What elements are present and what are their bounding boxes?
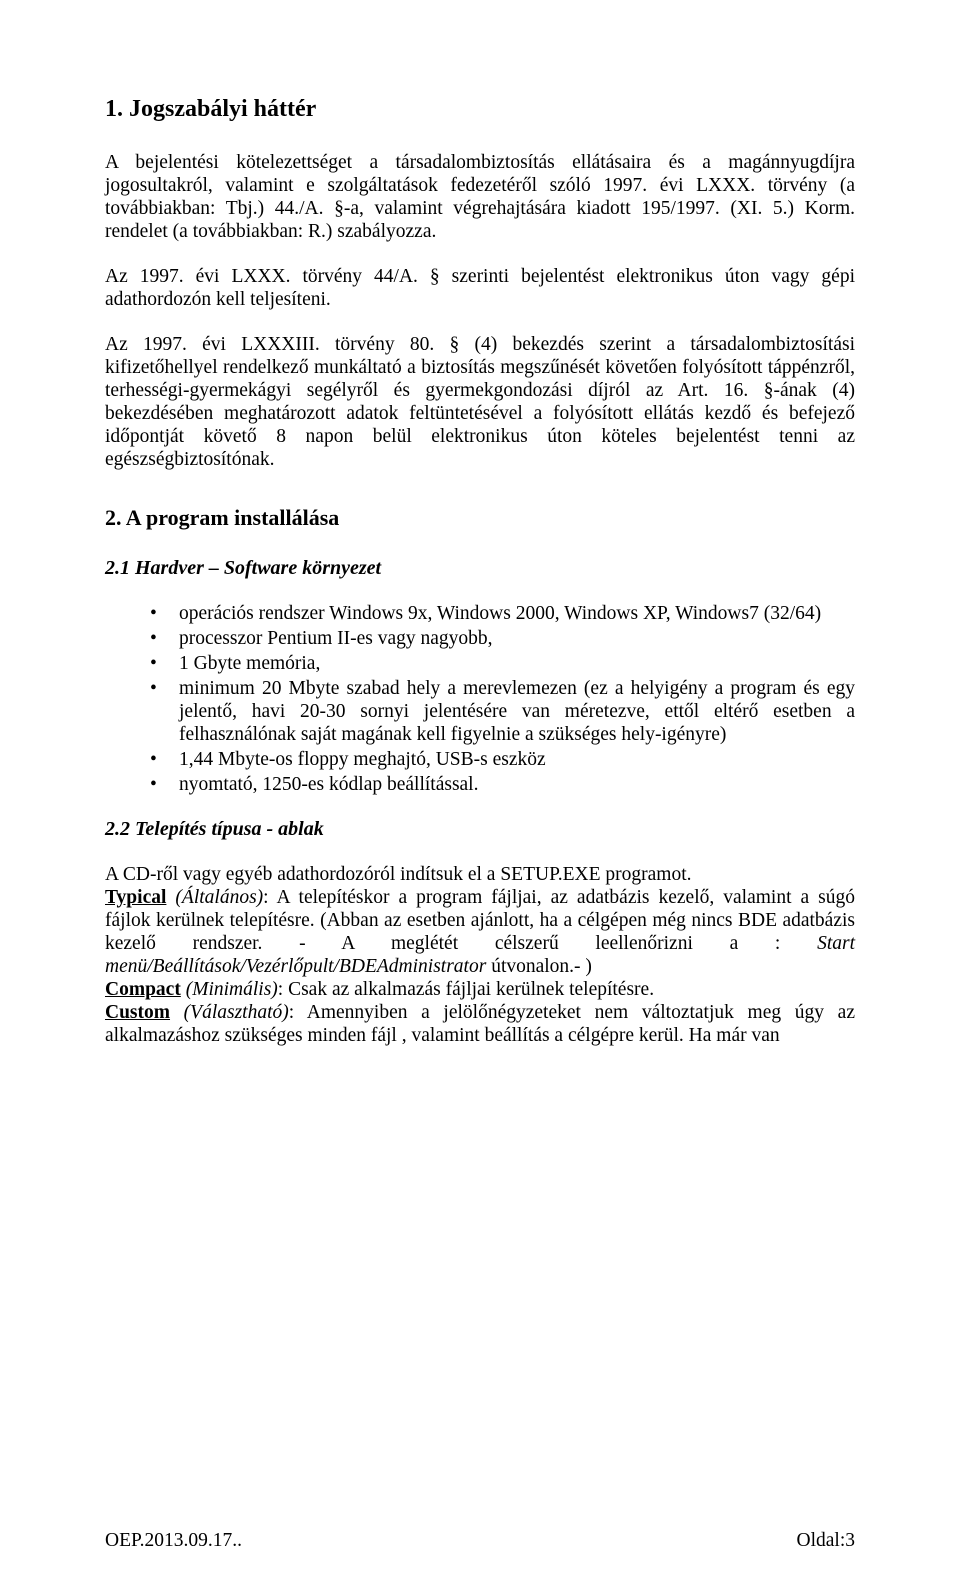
typical-tail: útvonalon.- ) [486, 956, 592, 977]
install-custom: Custom (Választható): Amennyiben a jelöl… [105, 1001, 855, 1047]
list-item: nyomtató, 1250-es kódlap beállítással. [105, 773, 855, 796]
typical-label: Typical [105, 887, 166, 908]
section-1-paragraph-1: A bejelentési kötelezettséget a társadal… [105, 151, 855, 243]
custom-paren: (Választható) [170, 1002, 289, 1023]
install-intro: A CD-ről vagy egyéb adathordozóról indít… [105, 863, 855, 886]
list-item: 1,44 Mbyte-os floppy meghajtó, USB-s esz… [105, 748, 855, 771]
section-1-heading: 1. Jogszabályi háttér [105, 96, 855, 123]
list-item: 1 Gbyte memória, [105, 652, 855, 675]
list-item: processzor Pentium II-es vagy nagyobb, [105, 627, 855, 650]
compact-text: : Csak az alkalmazás fájljai kerülnek te… [278, 979, 654, 1000]
footer-right: Oldal:3 [797, 1530, 856, 1552]
requirements-list: operációs rendszer Windows 9x, Windows 2… [105, 602, 855, 796]
install-typical: Typical (Általános): A telepítéskor a pr… [105, 886, 855, 978]
install-compact: Compact (Minimális): Csak az alkalmazás … [105, 978, 855, 1001]
section-2-heading: 2. A program installálása [105, 505, 855, 531]
list-item: minimum 20 Mbyte szabad hely a merevleme… [105, 677, 855, 746]
compact-label: Compact [105, 979, 181, 1000]
compact-paren: (Minimális) [181, 979, 278, 1000]
typical-paren: (Általános) [166, 887, 263, 908]
section-2-2-heading: 2.2 Telepítés típusa - ablak [105, 818, 855, 841]
page-footer: OEP.2013.09.17.. Oldal:3 [105, 1530, 855, 1552]
footer-left: OEP.2013.09.17.. [105, 1530, 242, 1552]
custom-label: Custom [105, 1002, 170, 1023]
list-item: operációs rendszer Windows 9x, Windows 2… [105, 602, 855, 625]
section-1-paragraph-3: Az 1997. évi LXXXIII. törvény 80. § (4) … [105, 333, 855, 471]
section-2-1-heading: 2.1 Hardver – Software környezet [105, 557, 855, 580]
section-1-paragraph-2: Az 1997. évi LXXX. törvény 44/A. § szeri… [105, 265, 855, 311]
